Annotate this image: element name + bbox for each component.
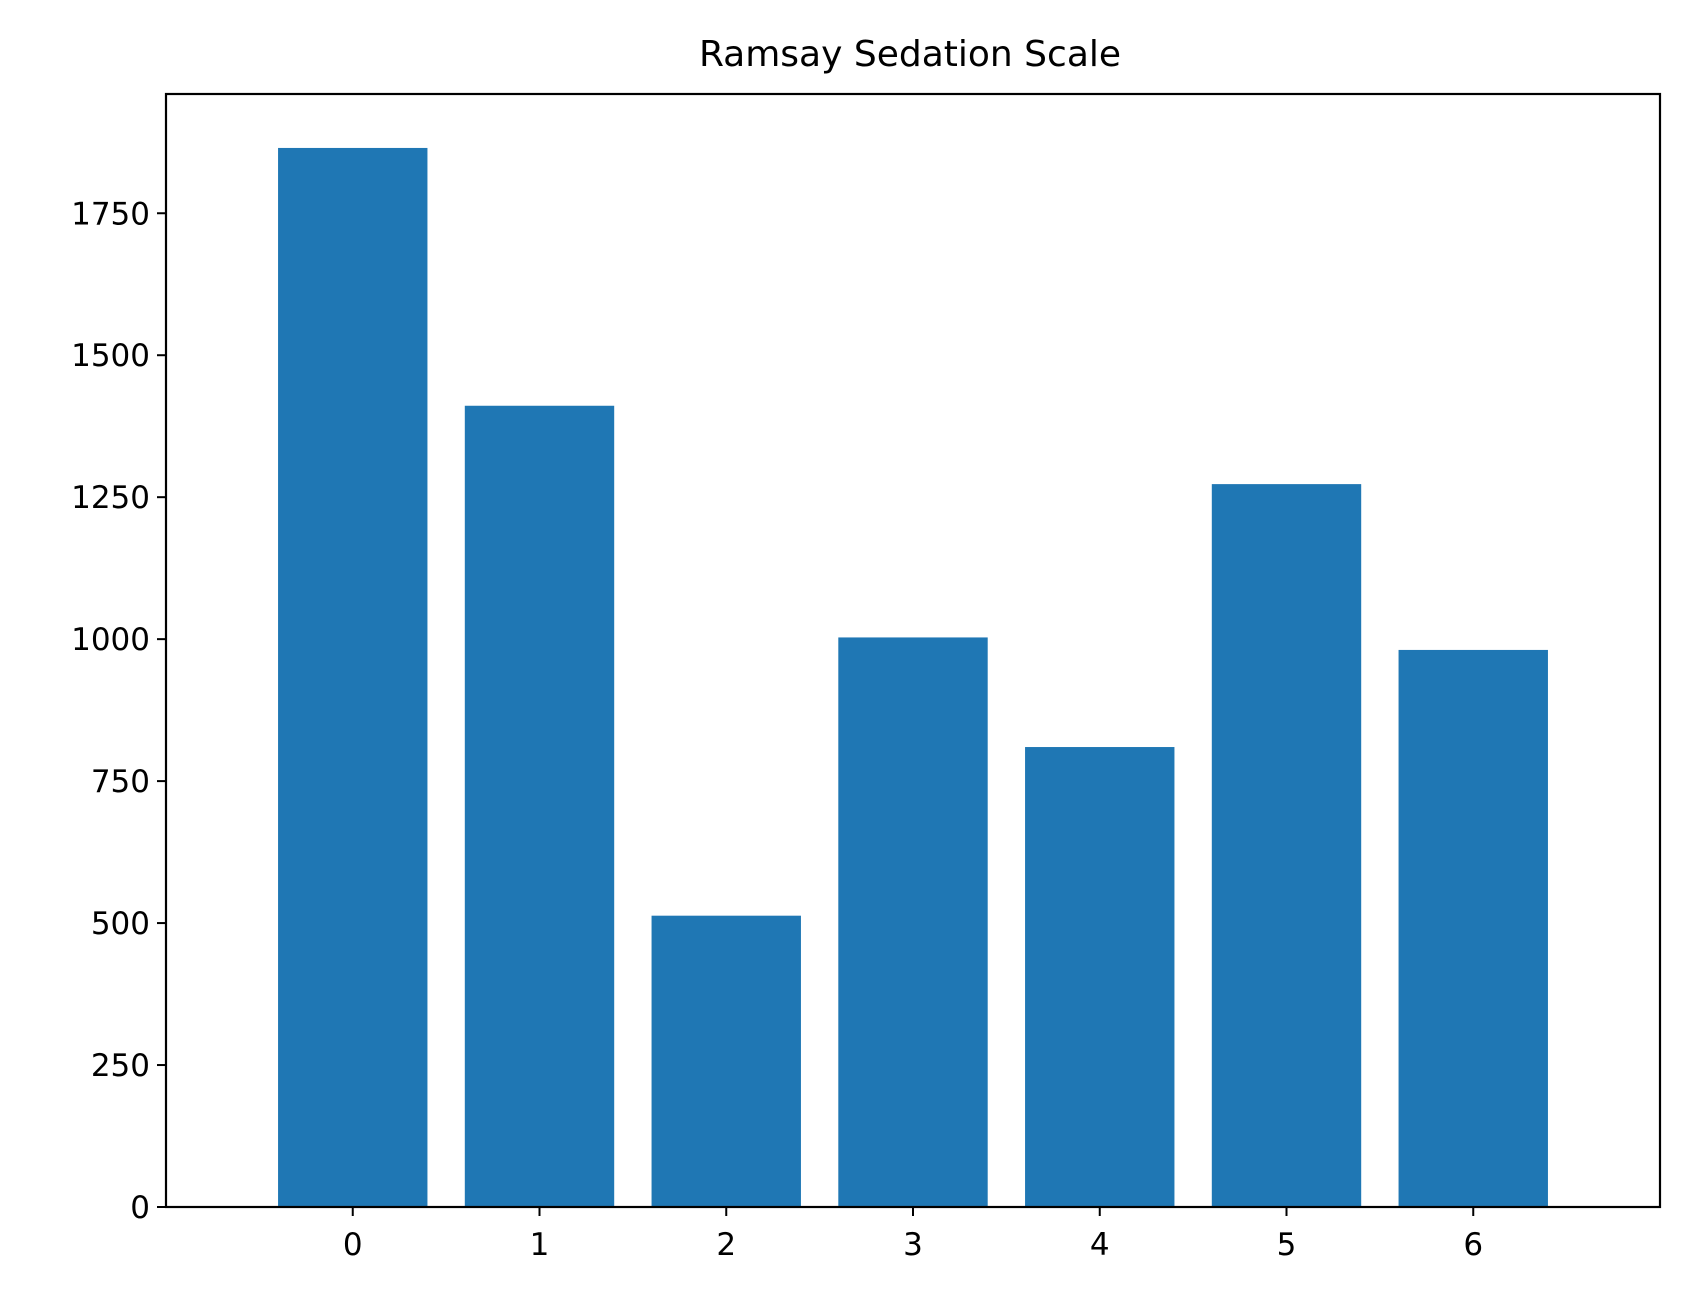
bar-4 [1025,747,1175,1207]
y-axis: 0 250 500 750 1000 1250 1500 1750 [71,196,166,1226]
bar-5 [1211,484,1362,1207]
x-tick-label-6: 6 [1463,1227,1483,1263]
x-tick-label-3: 3 [903,1227,923,1263]
x-tick-label-4: 4 [1090,1227,1110,1263]
plot-frame [164,92,1662,1209]
x-tick-label-0: 0 [343,1227,363,1263]
y-tick-label-0: 0 [130,1190,150,1226]
y-tick-label-1500: 1500 [71,338,150,374]
y-tick-label-1250: 1250 [71,480,150,516]
y-tick-label-1750: 1750 [71,196,150,232]
x-tick-label-1: 1 [530,1227,550,1263]
x-axis: 0 1 2 3 4 5 6 [343,1207,1483,1263]
bar-1 [464,405,615,1208]
bar-3 [838,637,988,1207]
x-tick-label-2: 2 [716,1227,736,1263]
y-tick-label-750: 750 [91,764,150,800]
chart-title: Ramsay Sedation Scale [699,34,1121,75]
bar-2 [651,915,801,1207]
x-tick-label-5: 5 [1277,1227,1297,1263]
y-tick-label-500: 500 [91,906,150,942]
bars-group [278,147,1548,1208]
bar-6 [1398,649,1548,1207]
y-tick-label-1000: 1000 [71,622,150,658]
y-tick-label-250: 250 [91,1048,150,1084]
bar-0 [278,147,428,1208]
